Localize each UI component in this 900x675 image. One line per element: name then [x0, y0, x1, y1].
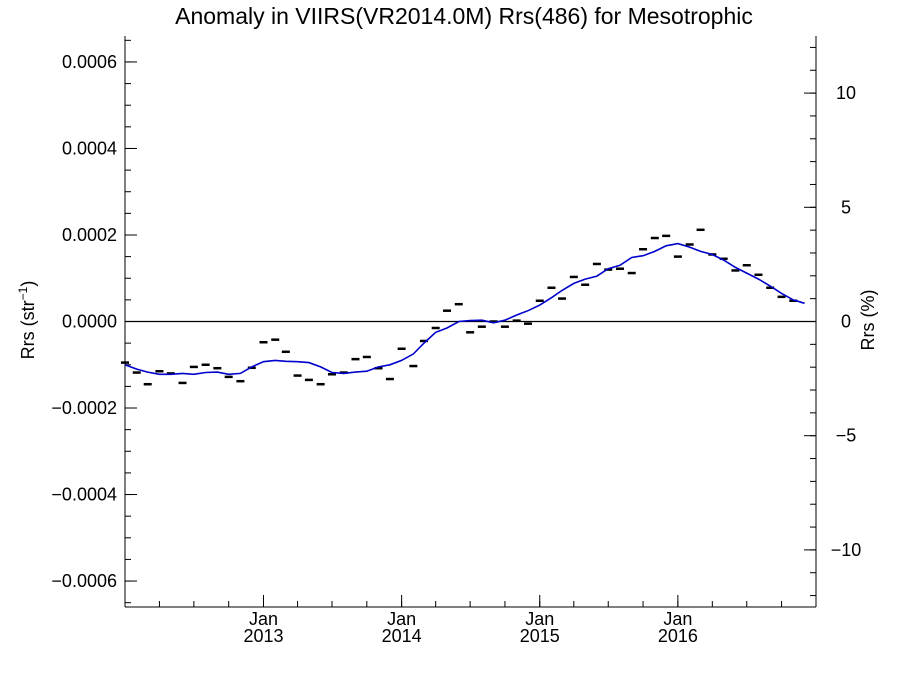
right-tick-label: 10	[836, 83, 856, 103]
x-tick-year-label: 2014	[382, 626, 422, 646]
x-tick-month-label: Jan	[663, 609, 692, 629]
monthly-anomaly-markers	[121, 228, 798, 386]
left-tick-label: −0.0006	[51, 571, 117, 591]
left-y-axis-title-end: )	[18, 281, 38, 287]
right-tick-label: −10	[831, 540, 862, 560]
right-tick-label: 5	[841, 197, 851, 217]
left-y-axis: 0.0006 0.0004 0.0002 0.0000 −0.0002 −0.0004 −0…	[51, 39, 137, 604]
left-tick-label: −0.0004	[51, 485, 117, 505]
left-y-axis-title-superscript: −1	[16, 286, 30, 300]
left-tick-label: 0.0000	[62, 312, 117, 332]
left-tick-label: 0.0006	[62, 52, 117, 72]
x-tick-month-label: Jan	[525, 609, 554, 629]
smoothed-trend-line	[124, 242, 805, 376]
x-tick-year-label: 2016	[658, 626, 698, 646]
trend-line	[124, 242, 805, 376]
right-y-axis: 10 5 0 −5 −10	[804, 46, 862, 597]
x-tick-year-label: 2015	[520, 626, 560, 646]
right-y-axis-title: Rrs (%)	[858, 290, 878, 351]
x-tick-month-label: Jan	[249, 609, 278, 629]
left-tick-label: −0.0002	[51, 398, 117, 418]
left-tick-label: 0.0004	[62, 138, 117, 158]
chart-title: Anomaly in VIIRS(VR2014.0M) Rrs(486) for…	[175, 3, 753, 29]
left-tick-label: 0.0002	[62, 225, 117, 245]
right-tick-label: −5	[836, 426, 857, 446]
left-y-axis-title: Rrs (str−1)	[16, 281, 38, 360]
right-tick-label: 0	[841, 312, 851, 332]
x-tick-year-label: 2013	[243, 626, 283, 646]
x-tick-month-label: Jan	[387, 609, 416, 629]
left-y-axis-title-text: Rrs (str	[18, 300, 38, 359]
